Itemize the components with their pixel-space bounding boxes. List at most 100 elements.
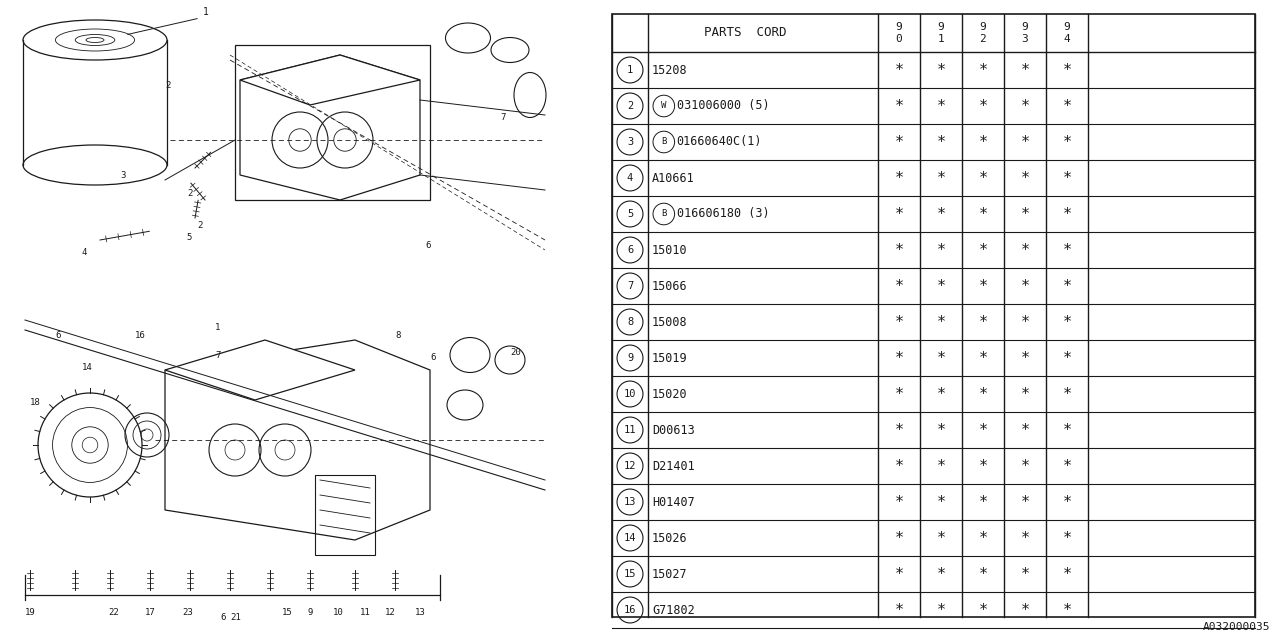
Text: *: * bbox=[895, 243, 904, 257]
Text: *: * bbox=[895, 566, 904, 582]
Text: 8: 8 bbox=[396, 331, 401, 340]
Bar bbox=[236, 45, 430, 200]
Text: *: * bbox=[895, 314, 904, 330]
Text: *: * bbox=[1020, 387, 1029, 401]
Text: *: * bbox=[1062, 134, 1071, 150]
Text: 15026: 15026 bbox=[652, 531, 687, 545]
Text: 6: 6 bbox=[220, 613, 225, 622]
Text: 2: 2 bbox=[627, 101, 634, 111]
Text: 14: 14 bbox=[82, 363, 92, 372]
Text: *: * bbox=[1062, 63, 1071, 77]
Text: *: * bbox=[1020, 458, 1029, 474]
Text: *: * bbox=[895, 134, 904, 150]
Text: D21401: D21401 bbox=[652, 460, 695, 472]
Text: 9
4: 9 4 bbox=[1064, 22, 1070, 44]
Text: 20: 20 bbox=[509, 348, 521, 357]
Text: *: * bbox=[1062, 99, 1071, 113]
Text: *: * bbox=[1020, 602, 1029, 618]
Text: *: * bbox=[937, 278, 946, 294]
Text: 1: 1 bbox=[627, 65, 634, 75]
Text: *: * bbox=[1062, 458, 1071, 474]
Text: *: * bbox=[1062, 243, 1071, 257]
Text: *: * bbox=[937, 170, 946, 186]
Text: 15208: 15208 bbox=[652, 63, 687, 77]
Text: *: * bbox=[978, 351, 988, 365]
Text: 9
2: 9 2 bbox=[979, 22, 987, 44]
Text: *: * bbox=[1020, 63, 1029, 77]
Text: *: * bbox=[1062, 422, 1071, 438]
Text: *: * bbox=[1020, 531, 1029, 545]
Text: *: * bbox=[978, 566, 988, 582]
Text: 9
0: 9 0 bbox=[896, 22, 902, 44]
Polygon shape bbox=[241, 55, 420, 105]
Text: *: * bbox=[1062, 314, 1071, 330]
Text: *: * bbox=[978, 207, 988, 221]
Text: *: * bbox=[937, 458, 946, 474]
Text: 9: 9 bbox=[627, 353, 634, 363]
Text: *: * bbox=[1062, 602, 1071, 618]
Text: 10: 10 bbox=[623, 389, 636, 399]
Text: 15010: 15010 bbox=[652, 243, 687, 257]
Text: 6: 6 bbox=[55, 331, 60, 340]
Text: A032000035: A032000035 bbox=[1202, 622, 1270, 632]
Text: *: * bbox=[1020, 99, 1029, 113]
Text: W: W bbox=[660, 102, 667, 111]
Text: 6: 6 bbox=[430, 353, 435, 362]
Text: *: * bbox=[1020, 351, 1029, 365]
Text: 19: 19 bbox=[26, 608, 36, 617]
Text: G71802: G71802 bbox=[652, 604, 695, 616]
Text: *: * bbox=[937, 602, 946, 618]
Text: 9
1: 9 1 bbox=[938, 22, 945, 44]
Text: *: * bbox=[1062, 170, 1071, 186]
Text: 7: 7 bbox=[215, 351, 220, 360]
Text: *: * bbox=[1020, 314, 1029, 330]
Text: A10661: A10661 bbox=[652, 172, 695, 184]
Text: *: * bbox=[978, 134, 988, 150]
Text: 9: 9 bbox=[308, 608, 314, 617]
Text: *: * bbox=[1062, 566, 1071, 582]
Text: *: * bbox=[895, 458, 904, 474]
Text: B: B bbox=[660, 209, 667, 218]
Text: *: * bbox=[1062, 351, 1071, 365]
Text: *: * bbox=[895, 278, 904, 294]
Text: 15: 15 bbox=[282, 608, 293, 617]
Polygon shape bbox=[165, 340, 355, 400]
Text: *: * bbox=[937, 243, 946, 257]
Text: 15020: 15020 bbox=[652, 387, 687, 401]
Text: 01660640C(1): 01660640C(1) bbox=[677, 136, 762, 148]
Text: 11: 11 bbox=[360, 608, 371, 617]
Text: 7: 7 bbox=[500, 113, 506, 122]
Text: 21: 21 bbox=[230, 613, 241, 622]
Text: 3: 3 bbox=[120, 171, 125, 180]
Text: *: * bbox=[1020, 207, 1029, 221]
Text: *: * bbox=[1062, 495, 1071, 509]
Text: *: * bbox=[895, 170, 904, 186]
Text: *: * bbox=[1020, 278, 1029, 294]
Text: 8: 8 bbox=[627, 317, 634, 327]
Text: B: B bbox=[660, 138, 667, 147]
Text: 1: 1 bbox=[204, 7, 209, 17]
Text: *: * bbox=[895, 531, 904, 545]
Text: *: * bbox=[895, 602, 904, 618]
Text: *: * bbox=[1062, 387, 1071, 401]
Text: *: * bbox=[978, 170, 988, 186]
Text: *: * bbox=[978, 602, 988, 618]
Text: *: * bbox=[937, 531, 946, 545]
Text: *: * bbox=[978, 278, 988, 294]
Text: *: * bbox=[937, 134, 946, 150]
Text: 23: 23 bbox=[182, 608, 193, 617]
Text: *: * bbox=[978, 422, 988, 438]
Text: *: * bbox=[978, 458, 988, 474]
Text: 10: 10 bbox=[333, 608, 344, 617]
Text: *: * bbox=[978, 243, 988, 257]
Text: *: * bbox=[1020, 566, 1029, 582]
Text: *: * bbox=[1020, 243, 1029, 257]
Text: 4: 4 bbox=[82, 248, 87, 257]
Text: 17: 17 bbox=[145, 608, 156, 617]
Text: 2: 2 bbox=[197, 221, 202, 230]
Text: *: * bbox=[1020, 134, 1029, 150]
Text: *: * bbox=[1062, 278, 1071, 294]
Text: 031006000 (5): 031006000 (5) bbox=[677, 99, 769, 113]
Text: *: * bbox=[895, 99, 904, 113]
Text: 15066: 15066 bbox=[652, 280, 687, 292]
